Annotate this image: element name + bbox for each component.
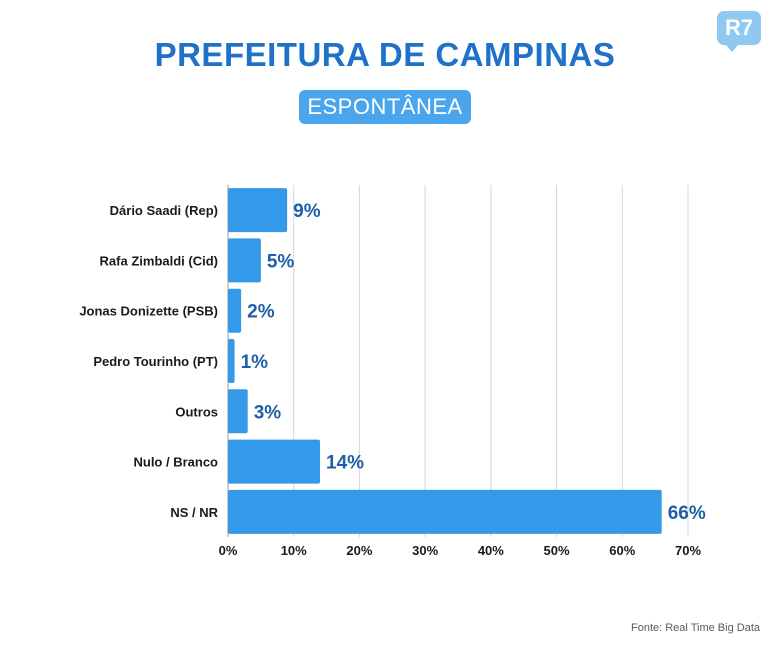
x-tick-label: 20%: [346, 543, 372, 558]
labels: 0% 10% 20% 30% 40% 50% 60% 70% Dário Saadi (Rep)…: [79, 201, 706, 558]
category-label: Outros: [175, 404, 218, 419]
value-label: 66%: [668, 503, 706, 524]
bar: [228, 489, 662, 534]
category-label: Jonas Donizette (PSB): [79, 304, 218, 319]
value-label: 5%: [267, 251, 295, 272]
bar: [228, 439, 320, 484]
chart-subtitle-badge: ESPONTÂNEA: [299, 90, 471, 124]
value-label: 9%: [293, 201, 321, 222]
category-label: Rafa Zimbaldi (Cid): [100, 253, 218, 268]
category-label: Dário Saadi (Rep): [110, 203, 218, 218]
x-tick-label: 10%: [281, 543, 307, 558]
category-label: Pedro Tourinho (PT): [93, 354, 218, 369]
bar: [228, 238, 261, 283]
value-label: 1%: [241, 352, 269, 373]
bar: [228, 389, 248, 434]
x-tick-label: 50%: [544, 543, 570, 558]
value-label: 2%: [247, 302, 275, 323]
r7-logo: R7: [717, 11, 761, 52]
grid-lines: [227, 185, 689, 537]
bar: [228, 339, 235, 383]
bar: [228, 288, 242, 333]
x-tick-label: 30%: [412, 543, 438, 558]
x-tick-label: 0%: [219, 543, 238, 558]
x-tick-label: 40%: [478, 543, 504, 558]
chart-title: PREFEITURA DE CAMPINAS: [154, 36, 616, 73]
x-tick-label: 70%: [675, 543, 701, 558]
x-tick-label: 60%: [609, 543, 635, 558]
bars: [228, 188, 662, 534]
value-label: 3%: [254, 402, 282, 423]
bar: [228, 188, 288, 233]
category-label: Nulo / Branco: [133, 455, 218, 470]
value-label: 14%: [326, 453, 364, 474]
source-note: Fonte: Real Time Big Data: [630, 622, 760, 634]
category-label: NS / NR: [170, 505, 218, 520]
